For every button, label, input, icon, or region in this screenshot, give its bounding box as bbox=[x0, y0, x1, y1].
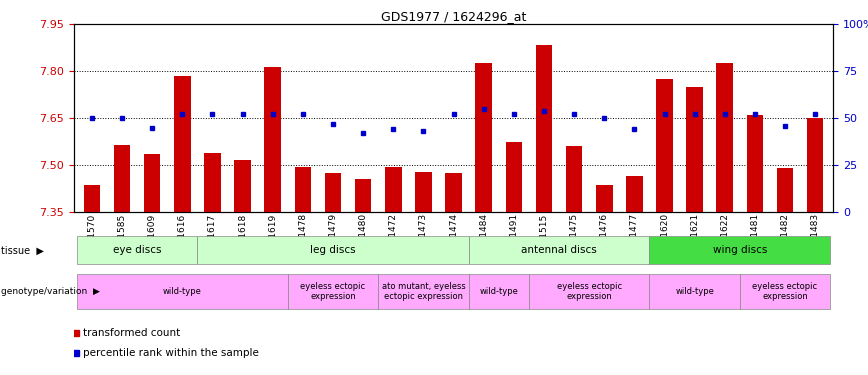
Bar bbox=[288, 274, 378, 309]
Bar bbox=[746, 115, 763, 212]
Bar bbox=[566, 146, 582, 212]
Text: eyeless ectopic
expression: eyeless ectopic expression bbox=[753, 282, 818, 301]
Bar bbox=[385, 166, 402, 212]
Text: eyeless ectopic
expression: eyeless ectopic expression bbox=[556, 282, 621, 301]
Text: eye discs: eye discs bbox=[113, 245, 161, 255]
Bar bbox=[76, 236, 197, 264]
Bar bbox=[687, 87, 703, 212]
Text: eyeless ectopic
expression: eyeless ectopic expression bbox=[300, 282, 365, 301]
Bar bbox=[83, 185, 100, 212]
Bar bbox=[174, 76, 191, 212]
Title: GDS1977 / 1624296_at: GDS1977 / 1624296_at bbox=[381, 10, 526, 23]
Bar bbox=[204, 153, 220, 212]
Text: genotype/variation  ▶: genotype/variation ▶ bbox=[1, 287, 100, 296]
Bar bbox=[656, 79, 673, 212]
Text: transformed count: transformed count bbox=[83, 328, 181, 338]
Text: wild-type: wild-type bbox=[675, 287, 714, 296]
Bar bbox=[596, 185, 613, 212]
Bar bbox=[649, 236, 831, 264]
Bar bbox=[740, 274, 831, 309]
Bar bbox=[626, 176, 642, 212]
Bar bbox=[777, 168, 793, 212]
Bar bbox=[415, 172, 431, 212]
Bar bbox=[378, 274, 469, 309]
Text: antennal discs: antennal discs bbox=[521, 245, 597, 255]
Bar bbox=[445, 173, 462, 212]
Bar bbox=[234, 160, 251, 212]
Bar bbox=[469, 274, 529, 309]
Text: percentile rank within the sample: percentile rank within the sample bbox=[83, 348, 260, 358]
Text: wild-type: wild-type bbox=[163, 287, 201, 296]
Bar bbox=[197, 236, 469, 264]
Bar bbox=[505, 142, 522, 212]
Bar bbox=[76, 274, 288, 309]
Bar bbox=[294, 166, 311, 212]
Bar bbox=[536, 45, 552, 212]
Bar bbox=[649, 274, 740, 309]
Bar bbox=[716, 63, 733, 212]
Bar bbox=[529, 274, 649, 309]
Text: wild-type: wild-type bbox=[479, 287, 518, 296]
Bar bbox=[265, 67, 281, 212]
Text: leg discs: leg discs bbox=[310, 245, 356, 255]
Text: tissue  ▶: tissue ▶ bbox=[1, 245, 43, 255]
Bar bbox=[114, 145, 130, 212]
Bar bbox=[807, 118, 824, 212]
Bar bbox=[325, 173, 341, 212]
Bar bbox=[469, 236, 649, 264]
Text: ato mutant, eyeless
ectopic expression: ato mutant, eyeless ectopic expression bbox=[382, 282, 465, 301]
Bar bbox=[355, 179, 372, 212]
Bar bbox=[476, 63, 492, 212]
Bar bbox=[144, 154, 161, 212]
Text: wing discs: wing discs bbox=[713, 245, 767, 255]
